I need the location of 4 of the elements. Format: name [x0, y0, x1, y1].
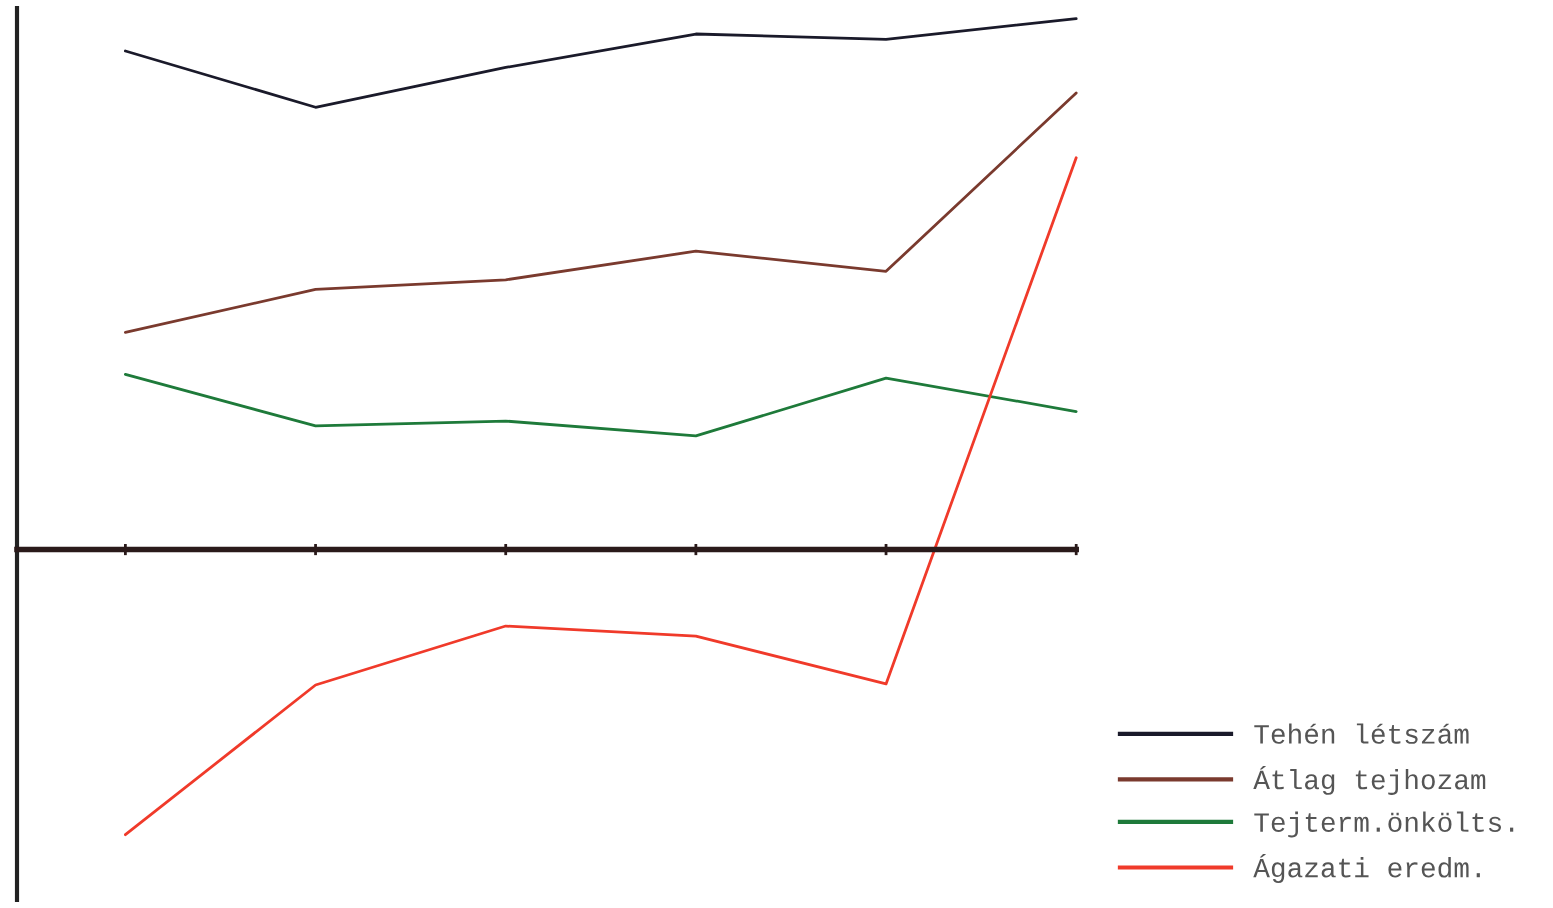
legend-label: Átlag tejhozam: [1253, 765, 1486, 795]
legend-label: Tejterm.önkölts.: [1254, 811, 1514, 838]
legend-label: Tehén létszám: [1254, 723, 1469, 744]
legend-label: Ágazati eredm.: [1253, 854, 1480, 883]
